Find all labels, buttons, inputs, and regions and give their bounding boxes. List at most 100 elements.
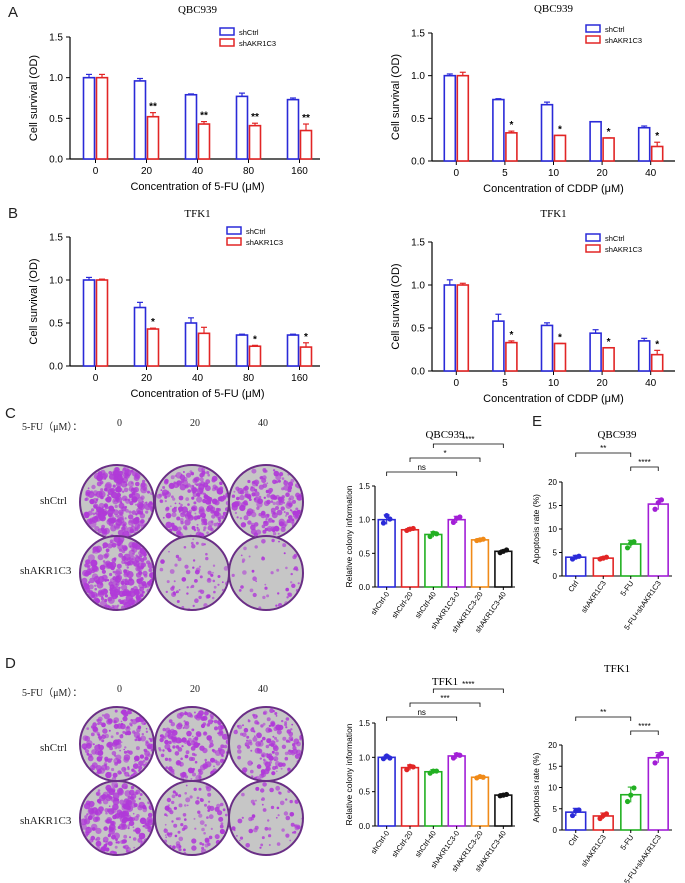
colony: [119, 594, 122, 597]
colony: [199, 842, 203, 845]
colony: [84, 497, 88, 502]
bar-shCtrl-40: [637, 340, 651, 372]
colony: [121, 506, 127, 512]
colony: [100, 488, 104, 492]
legend-swatch: [219, 27, 235, 36]
colony: [217, 575, 221, 578]
colony: [272, 766, 277, 770]
colony: [262, 595, 266, 600]
colony: [191, 845, 197, 851]
colony: [84, 735, 91, 742]
colony: [171, 794, 176, 799]
colony: [194, 598, 199, 603]
colony: [260, 513, 266, 519]
colony: [97, 722, 100, 725]
data-point: [631, 785, 637, 791]
colony: [271, 519, 275, 523]
colony: [108, 492, 111, 495]
colony: [271, 750, 275, 754]
colony: [286, 500, 293, 507]
colony: [102, 509, 108, 515]
bar-shCtrl-10: [540, 324, 554, 372]
colony: [131, 542, 134, 545]
y-axis-label: Relative colony information: [344, 723, 354, 825]
colony: [171, 800, 175, 805]
colony: [272, 469, 276, 472]
colony: [278, 724, 284, 731]
colony: [198, 770, 204, 775]
colony: [292, 524, 295, 528]
colony: [271, 771, 276, 776]
colony: [168, 719, 173, 723]
colony: [241, 816, 244, 819]
colony: [176, 761, 180, 765]
colony: [204, 758, 207, 762]
colony: [197, 590, 201, 593]
colony: [135, 789, 141, 795]
colony: [160, 734, 164, 738]
colony: [179, 474, 186, 481]
legend-label: shAKR1C3: [605, 245, 642, 254]
colony: [86, 727, 90, 730]
colony: [190, 486, 198, 494]
colony: [242, 724, 244, 727]
colony: [104, 598, 108, 603]
colony: [97, 800, 101, 803]
colony: [180, 503, 183, 507]
colony: [291, 723, 294, 726]
colony: [268, 755, 274, 761]
x-tick-label: Ctrl: [566, 579, 580, 594]
colony: [203, 603, 208, 608]
colony: [135, 746, 140, 751]
colony: [267, 527, 272, 532]
colony: [271, 529, 274, 532]
colony: [119, 511, 124, 516]
colony: [178, 589, 181, 591]
colony: [207, 842, 211, 846]
colony: [212, 579, 216, 583]
colony: [87, 487, 90, 490]
colony: [169, 569, 175, 574]
colony: [179, 484, 186, 491]
colony: [251, 762, 253, 765]
colony: [194, 569, 200, 575]
colony: [272, 479, 277, 485]
colony: [191, 584, 195, 588]
colony: [184, 564, 189, 569]
y-tick-label: 20: [548, 478, 557, 487]
colony: [124, 498, 127, 501]
colony: [141, 590, 145, 594]
panel-label-e: E: [532, 413, 543, 430]
y-axis-label: Relative colony information: [344, 485, 354, 587]
colony: [210, 827, 213, 830]
colony: [122, 817, 128, 824]
colony: [131, 799, 136, 804]
colony: [138, 797, 141, 800]
colony: [177, 830, 181, 834]
legend-swatch: [219, 38, 235, 47]
colony: [113, 586, 121, 593]
colony: [128, 820, 135, 827]
colony: [108, 833, 111, 837]
significance-mark: *: [558, 124, 562, 135]
colony: [262, 782, 267, 787]
colony: [129, 501, 134, 506]
colony: [187, 489, 191, 493]
colony: [255, 715, 258, 718]
colony: [299, 516, 302, 520]
colony: [213, 522, 218, 527]
colony: [84, 587, 91, 593]
colony: [191, 544, 196, 549]
colony: [109, 578, 115, 583]
colony: [133, 803, 138, 808]
colony: [182, 775, 185, 778]
colony: [104, 505, 109, 510]
colony: [116, 608, 119, 609]
colony: [278, 540, 280, 543]
significance-mark: *: [151, 317, 155, 328]
colony: [166, 797, 172, 803]
colony: [205, 485, 211, 492]
colony: [292, 499, 296, 504]
colony: [150, 749, 153, 752]
colony: [175, 792, 178, 795]
